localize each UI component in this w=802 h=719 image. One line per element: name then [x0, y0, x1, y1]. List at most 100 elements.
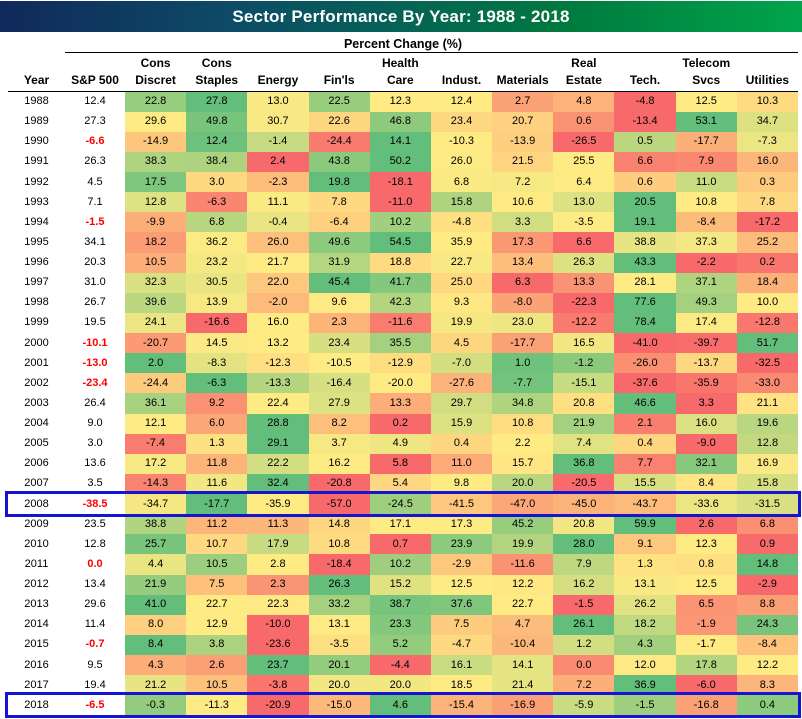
sector-cell: -12.3: [247, 353, 309, 374]
sector-cell: 37.1: [675, 272, 737, 293]
sector-cell: 36.9: [614, 675, 676, 696]
sector-cell: -35.9: [675, 373, 737, 394]
sector-cell: 17.1: [369, 514, 431, 535]
sp500-cell: -13.0: [82, 356, 108, 369]
sector-cell: 27.9: [308, 393, 370, 414]
sector-cell: 8.4: [125, 634, 187, 655]
sector-cell: -1.7: [675, 634, 737, 655]
sector-cell: 11.2: [186, 514, 248, 535]
sector-cell: 10.2: [369, 554, 431, 575]
sector-cell: 49.6: [308, 232, 370, 253]
sector-cell: -12.2: [553, 312, 615, 333]
sector-cell: 0.3: [736, 172, 798, 193]
sector-cell: 26.0: [247, 232, 309, 253]
sector-cell: 8.8: [736, 594, 798, 615]
sector-cell: 4.9: [369, 433, 431, 454]
sector-cell: 17.5: [125, 172, 187, 193]
year-cell: 2017: [24, 678, 49, 691]
sector-cell: -24.5: [369, 494, 431, 515]
sector-cell: 28.0: [553, 534, 615, 555]
sector-cell: -17.7: [186, 494, 248, 515]
sector-cell: 0.4: [614, 433, 676, 454]
sector-cell: 4.7: [492, 614, 554, 635]
sector-cell: -5.9: [553, 695, 615, 716]
sector-cell: 2.0: [125, 353, 187, 374]
sp500-cell: 20.3: [84, 256, 106, 269]
sector-cell: -11.6: [492, 554, 554, 575]
table-row-1990: 1990 -6.6 -14.9 12.4 -1.4 -24.4 14.1 -10.3 -13.9…: [8, 131, 798, 152]
sector-cell: -10.3: [430, 131, 493, 152]
sector-cell: 12.3: [369, 91, 431, 112]
sector-cell: -2.0: [247, 292, 309, 313]
sector-cell: 39.6: [125, 292, 187, 313]
sp500-cell: 19.5: [84, 316, 106, 329]
sector-cell: 0.9: [736, 534, 798, 555]
column-header-care: Health Care: [381, 55, 419, 87]
column-header-finls: Fin'ls: [323, 72, 355, 87]
sector-cell: 22.6: [308, 111, 370, 132]
sp500-cell: -6.6: [85, 135, 105, 148]
sector-cell: 0.4: [736, 695, 798, 716]
sector-cell: 20.7: [492, 111, 554, 132]
sector-cell: 12.9: [186, 614, 248, 635]
sector-cell: -2.9: [430, 554, 493, 575]
sector-cell: 28.8: [247, 413, 309, 434]
year-cell: 1998: [24, 296, 49, 309]
sector-cell: 18.2: [125, 232, 187, 253]
sp500-cell: 26.7: [84, 296, 106, 309]
sector-cell: 17.2: [125, 453, 187, 474]
sp500-cell: 34.1: [84, 235, 106, 248]
sector-cell: 30.7: [247, 111, 309, 132]
year-cell: 1996: [24, 256, 49, 269]
sector-cell: 17.9: [247, 534, 309, 555]
sector-cell: 16.0: [247, 312, 309, 333]
sector-cell: 23.9: [430, 534, 493, 555]
sector-cell: 12.3: [675, 534, 737, 555]
sector-cell: -3.5: [553, 212, 615, 233]
sector-cell: 7.5: [186, 574, 248, 595]
sector-cell: 4.5: [430, 333, 493, 354]
sector-cell: 10.7: [186, 534, 248, 555]
sector-cell: -4.8: [614, 91, 676, 112]
sector-cell: 3.3: [492, 212, 554, 233]
sector-cell: 21.5: [492, 151, 554, 172]
sector-cell: 20.8: [553, 393, 615, 414]
sp500-cell: 13.6: [84, 457, 106, 470]
table-row-2012: 2012 13.4 21.9 7.5 2.3 26.3 15.2 12.5 12.2 16.2 13…: [8, 574, 798, 595]
sector-cell: 78.4: [614, 312, 676, 333]
sp500-cell: 19.4: [84, 678, 106, 691]
sector-cell: -34.7: [125, 494, 187, 515]
sector-cell: 23.7: [247, 655, 309, 676]
sector-cell: 8.0: [125, 614, 187, 635]
sector-cell: 11.3: [247, 514, 309, 535]
sector-cell: 49.8: [186, 111, 248, 132]
year-cell: 2005: [24, 437, 49, 450]
sector-cell: 22.4: [247, 393, 309, 414]
sector-cell: 11.6: [186, 473, 248, 494]
sector-cell: 20.1: [308, 655, 370, 676]
sector-cell: -17.7: [492, 333, 554, 354]
sector-cell: 18.5: [430, 675, 493, 696]
sector-cell: 13.1: [614, 574, 676, 595]
sector-cell: 11.0: [675, 172, 737, 193]
sector-cell: -22.3: [553, 292, 615, 313]
sector-cell: -47.0: [492, 494, 554, 515]
sector-cell: 20.8: [553, 514, 615, 535]
sector-cell: 7.2: [492, 172, 554, 193]
sector-cell: 12.5: [675, 574, 737, 595]
table-row-2003: 2003 26.4 36.1 9.2 22.4 27.9 13.3 29.7 34.8 20.8 4…: [8, 393, 798, 414]
year-cell: 1993: [24, 195, 49, 208]
year-cell: 1988: [24, 95, 49, 108]
sector-cell: -9.9: [125, 212, 187, 233]
sector-cell: -6.4: [308, 212, 370, 233]
sector-cell: 23.4: [430, 111, 493, 132]
column-header-discret: Cons Discret: [135, 55, 176, 87]
sector-cell: -33.0: [736, 373, 798, 394]
sector-cell: 38.8: [614, 232, 676, 253]
sector-cell: 10.5: [125, 252, 187, 273]
sector-cell: 25.7: [125, 534, 187, 555]
sector-cell: 6.4: [553, 172, 615, 193]
sector-cell: 12.5: [675, 91, 737, 112]
sp500-cell: 3.5: [87, 477, 103, 490]
sector-cell: 31.9: [308, 252, 370, 273]
